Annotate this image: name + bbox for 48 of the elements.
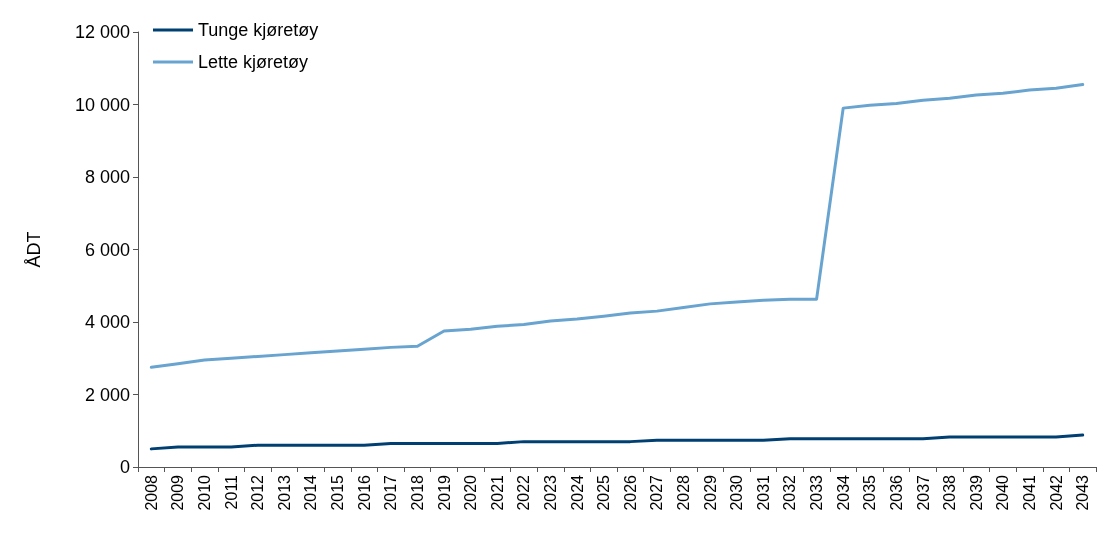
- y-tick-label: 2 000: [84, 384, 130, 405]
- x-tick-label: 2014: [302, 474, 320, 511]
- x-tick-label: 2024: [568, 474, 586, 511]
- x-tick-label: 2041: [1020, 474, 1038, 511]
- x-tick-label: 2043: [1074, 474, 1092, 511]
- x-tick-label: 2034: [834, 474, 852, 511]
- x-tick-label: 2015: [329, 474, 347, 511]
- x-tick-label: 2009: [169, 474, 187, 511]
- x-tick-label: 2027: [648, 474, 666, 511]
- x-tick-label: 2023: [541, 474, 559, 511]
- x-tick-label: 2038: [941, 474, 959, 511]
- x-tick-label: 2028: [675, 474, 693, 511]
- x-tick-label: 2030: [728, 474, 746, 511]
- x-tick-label: 2011: [222, 474, 240, 510]
- x-tick-label: 2033: [808, 474, 826, 511]
- x-tick-label: 2031: [754, 474, 772, 511]
- x-tick-label: 2025: [595, 474, 613, 511]
- x-tick-label: 2012: [249, 474, 267, 511]
- x-tick-label: 2010: [196, 474, 214, 511]
- legend-label: Lette kjøretøy: [198, 52, 309, 72]
- y-tick-label: 12 000: [74, 22, 130, 42]
- line-series: [149, 83, 1085, 369]
- x-tick-label: 2020: [462, 474, 480, 511]
- y-tick-label: 10 000: [74, 94, 130, 115]
- x-tick-label: 2013: [275, 474, 293, 511]
- x-tick-label: 2017: [382, 474, 400, 511]
- y-tick-label: 6 000: [84, 239, 130, 260]
- y-tick-label: 4 000: [84, 312, 130, 332]
- x-tick-label: 2019: [435, 474, 453, 511]
- x-tick-label: 2008: [142, 474, 160, 511]
- x-tick-label: 2026: [621, 474, 639, 511]
- y-tick-label: 0: [119, 457, 130, 477]
- legend-label: Tunge kjøretøy: [198, 20, 319, 40]
- x-tick-label: 2029: [701, 474, 719, 511]
- x-tick-label: 2036: [887, 474, 905, 511]
- x-tick-label: 2037: [914, 474, 932, 511]
- line-series: [149, 433, 1085, 451]
- x-tick-label: 2018: [408, 474, 426, 511]
- y-tick-label: 8 000: [84, 167, 130, 187]
- y-axis-title: ÅDT: [24, 231, 44, 268]
- x-tick-label: 2042: [1047, 474, 1065, 511]
- x-tick-label: 2022: [515, 474, 533, 511]
- x-tick-label: 2040: [994, 474, 1012, 511]
- x-tick-label: 2016: [355, 474, 373, 511]
- x-tick-label: 2021: [488, 474, 506, 511]
- x-tick-label: 2035: [861, 474, 879, 511]
- x-tick-label: 2032: [781, 474, 799, 511]
- x-tick-label: 2039: [967, 474, 985, 511]
